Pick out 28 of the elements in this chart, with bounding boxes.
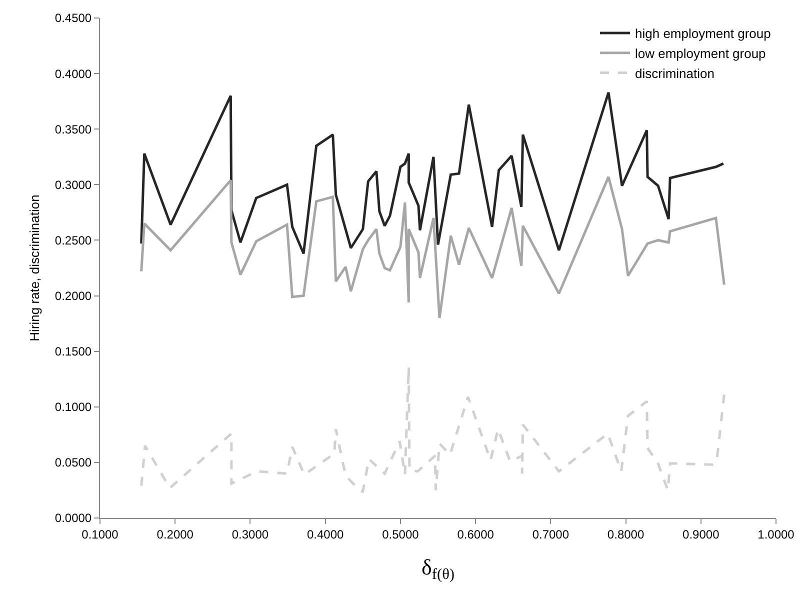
x-tick-label: 0.7000 [532,527,570,542]
y-tick-label: 0.2500 [54,233,92,248]
y-tick-label: 0.3000 [54,178,92,192]
y-tick-label: 0.0500 [54,456,92,470]
line-series [140,366,726,493]
y-tick-label: 0.1000 [54,400,92,414]
x-tick-label: 0.5000 [382,527,420,542]
y-tick-label: 0.2000 [54,288,92,303]
x-tick-label: 0.4000 [306,527,344,542]
y-tick-label: 0.4500 [54,11,92,26]
y-tick-label: 0.4000 [54,66,92,81]
x-tick-label: 1.0000 [758,527,795,542]
x-tick-label: 0.2000 [156,527,194,542]
y-axis-title: Hiring rate, discrimination [26,194,42,342]
legend-label: low employment group [635,46,766,61]
x-tick-label: 0.8000 [607,527,644,542]
x-axis-title: δ$_{f(θ)}$ [421,554,455,583]
y-tick-label: 0.0000 [54,511,92,526]
x-tick-label: 0.9000 [682,527,720,542]
y-tick-label: 0.3500 [54,122,92,136]
x-tick-label: 0.6000 [457,527,494,542]
line-series [140,176,726,320]
x-tick-label: 0.3000 [232,527,269,542]
x-tick-label: 0.1000 [82,527,119,542]
legend-label: high employment group [635,26,771,42]
legend-label: discrimination [635,66,714,81]
line-series [140,91,725,255]
y-tick-label: 0.1500 [54,344,92,359]
